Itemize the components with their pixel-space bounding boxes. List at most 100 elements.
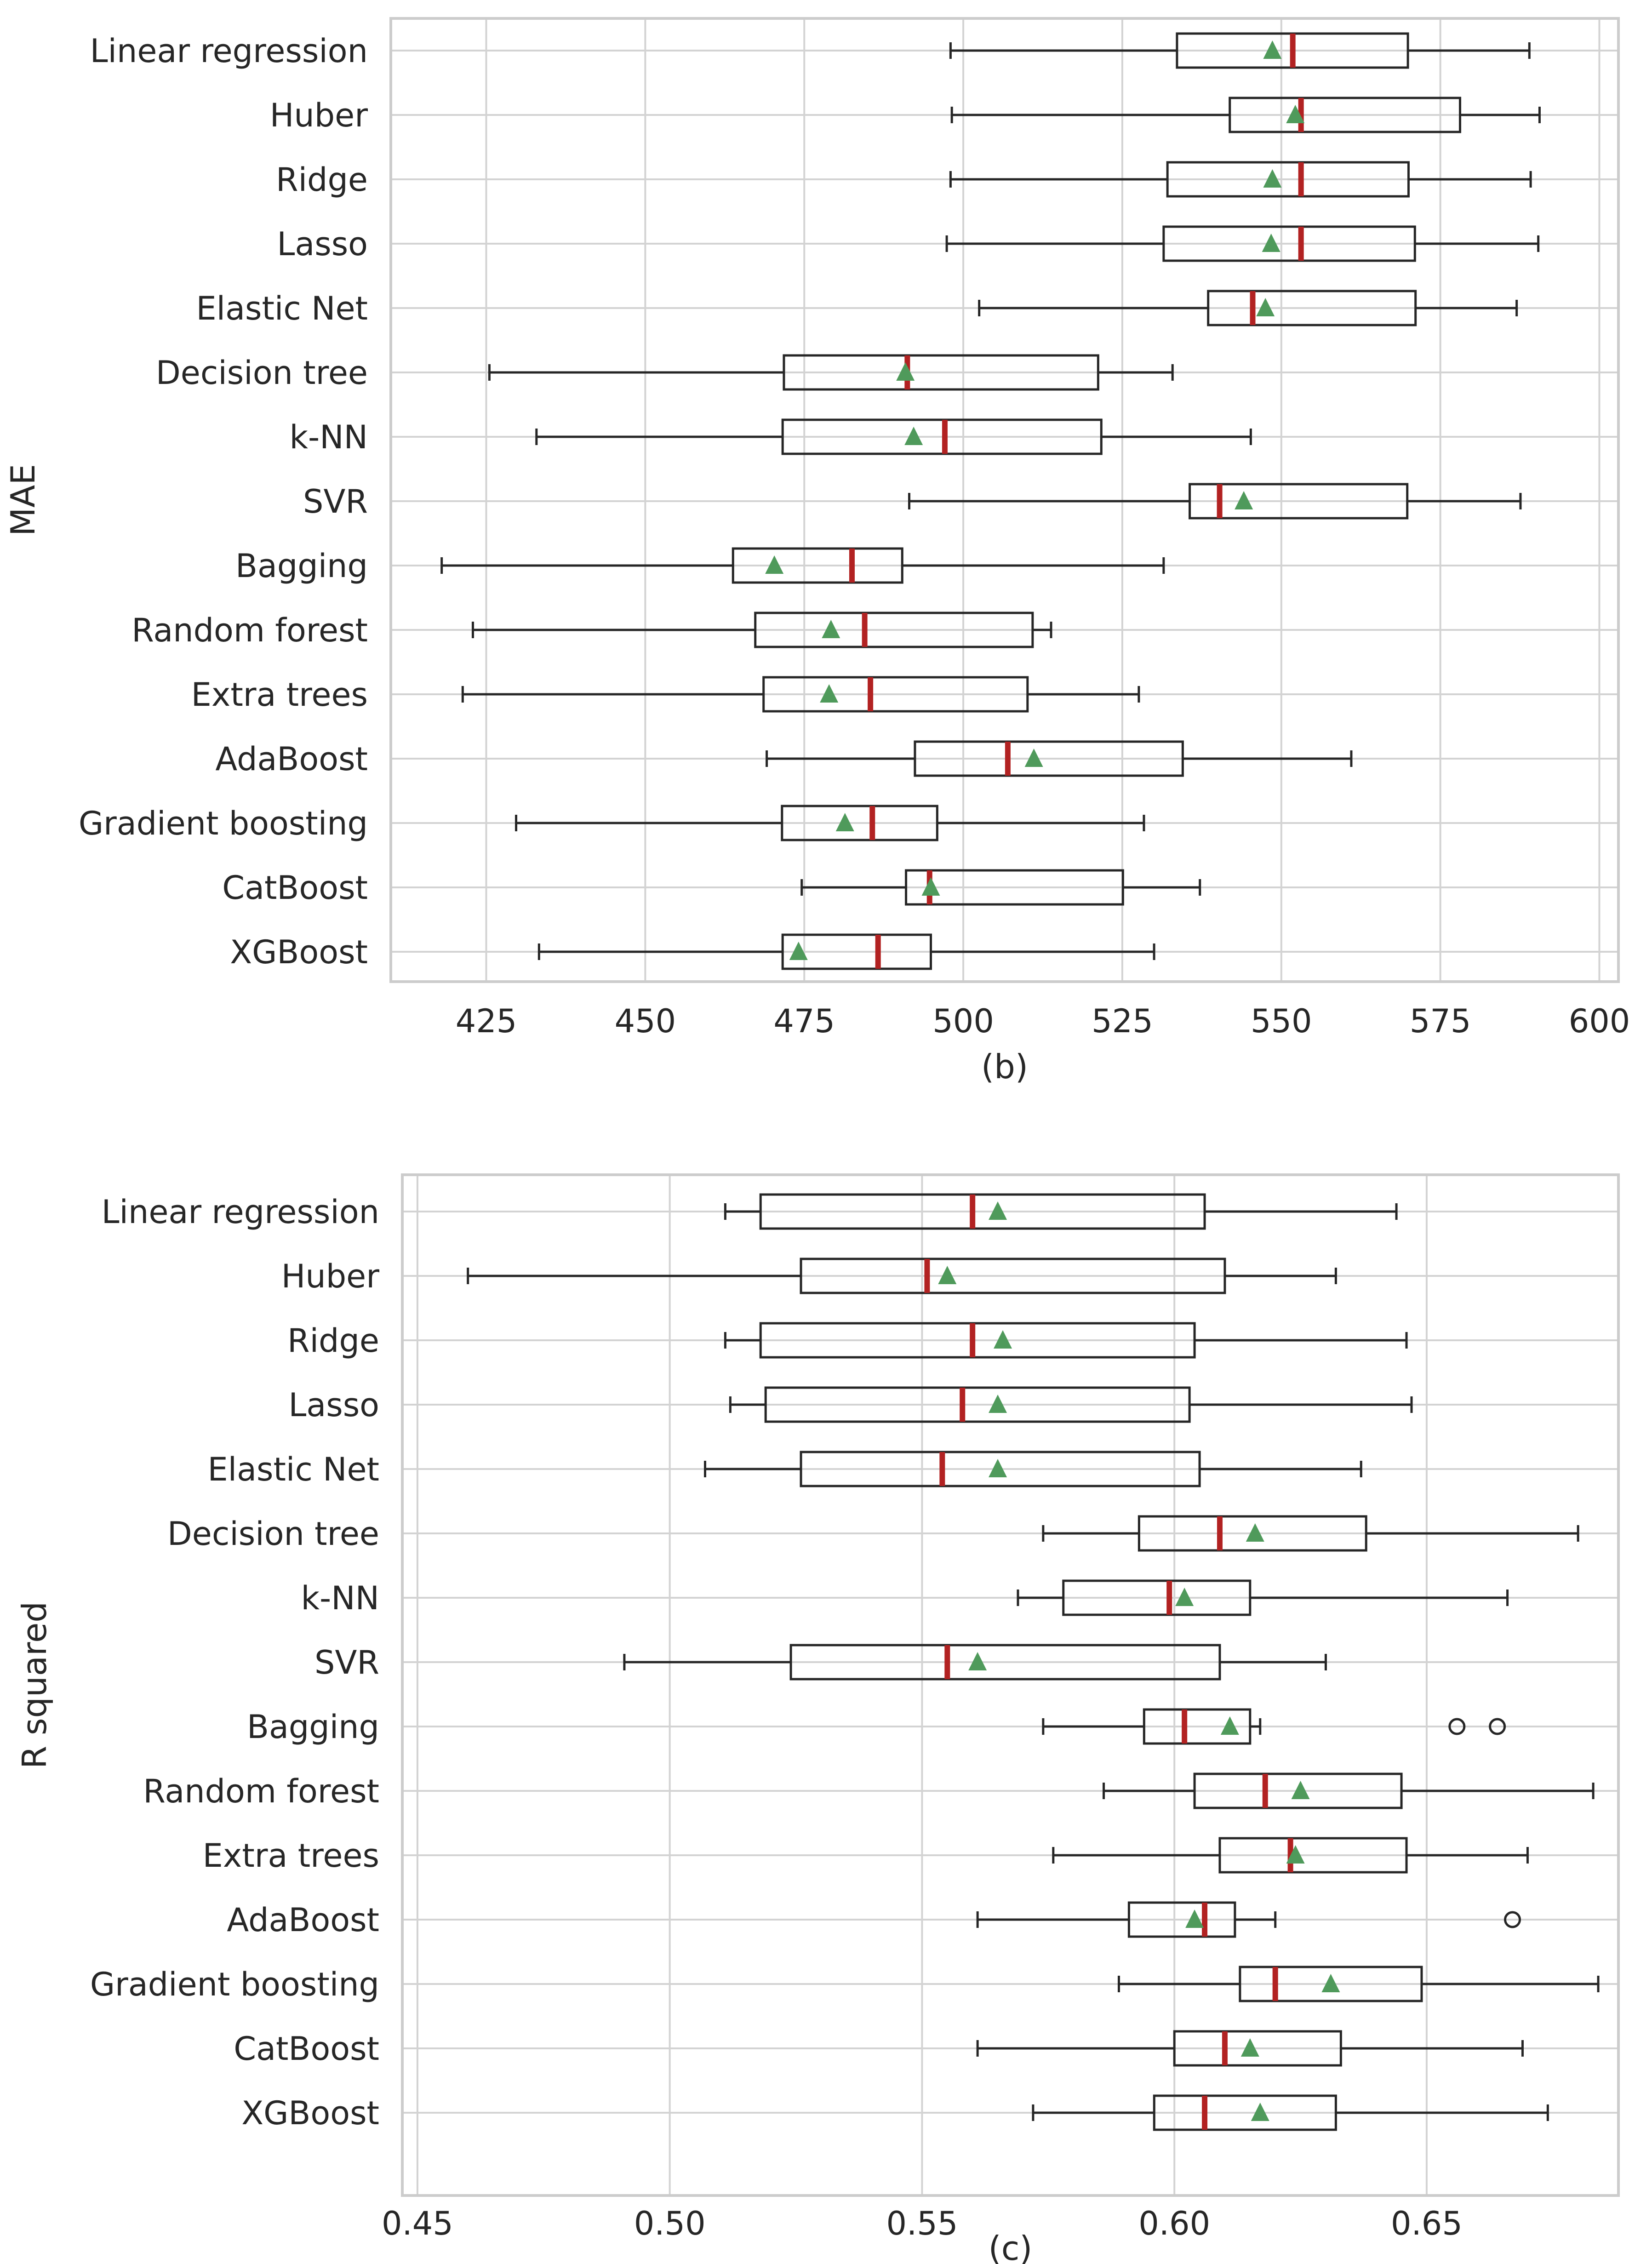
r-squared-category-label: CatBoost	[234, 2030, 379, 2068]
mean-marker	[1251, 2103, 1269, 2121]
mean-marker	[1262, 234, 1280, 252]
mean-marker	[994, 1330, 1012, 1349]
iqr-box	[800, 1258, 1226, 1294]
mae-boxes	[440, 32, 1541, 970]
mae-category-label: Bagging	[235, 547, 368, 585]
r-squared-category-label: AdaBoost	[227, 1901, 379, 1939]
r-squared-outlier-adaboost	[1504, 1911, 1521, 1928]
mean-marker	[968, 1652, 987, 1670]
mean-marker	[1263, 40, 1282, 59]
r-squared-box-svr	[623, 1644, 1327, 1681]
r-squared-panel-caption: (c)	[989, 2229, 1033, 2264]
mean-marker	[1291, 1781, 1310, 1799]
mae-plot-frame	[389, 17, 1620, 983]
r-squared-box-extra-trees	[1052, 1837, 1529, 1874]
mae-box-elastic-net	[978, 290, 1518, 326]
iqr-box	[1138, 1515, 1367, 1552]
mae-category-label: CatBoost	[222, 869, 368, 907]
r-squared-x-tick-label: 0.65	[1391, 2205, 1463, 2242]
mae-x-tick-label: 550	[1251, 1002, 1312, 1040]
mae-x-tick-label: 500	[932, 1002, 994, 1040]
r-squared-box-gradient-boosting	[1117, 1966, 1600, 2002]
r-squared-category-label: k-NN	[301, 1579, 379, 1617]
mae-panel-caption: (b)	[981, 1047, 1028, 1086]
r-squared-box-k-nn	[1017, 1579, 1509, 1616]
mean-marker	[1175, 1588, 1194, 1606]
mae-category-label: Random forest	[131, 612, 368, 649]
r-squared-category-label: Gradient boosting	[90, 1966, 379, 2003]
r-squared-box-bagging	[1042, 1708, 1262, 1745]
mae-box-catboost	[800, 869, 1201, 906]
mean-marker	[1240, 2038, 1259, 2057]
mae-box-ridge	[949, 161, 1532, 198]
mae-category-label: k-NN	[289, 418, 368, 456]
mae-y-axis-label: MAE	[4, 464, 42, 536]
r-squared-category-label: Extra trees	[203, 1837, 379, 1875]
mae-category-label: Huber	[270, 97, 368, 134]
iqr-box	[1162, 225, 1416, 262]
mae-box-random-forest	[471, 612, 1052, 648]
mae-y-tick-labels: Linear regression Huber Ridge Lasso Elastic …	[79, 32, 368, 971]
iqr-box	[1193, 1772, 1403, 1809]
mean-marker	[1185, 1910, 1204, 1928]
mean-marker	[1256, 298, 1275, 316]
iqr-box	[783, 354, 1099, 391]
mean-marker	[1220, 1716, 1239, 1735]
mean-marker	[904, 427, 923, 445]
iqr-box	[1127, 1901, 1236, 1938]
mae-box-decision-tree	[488, 354, 1174, 391]
r-squared-category-label: Linear regression	[102, 1193, 379, 1231]
iqr-box	[754, 612, 1034, 648]
r-squared-category-label: SVR	[314, 1644, 379, 1681]
iqr-box	[1218, 1837, 1408, 1874]
r-squared-box-catboost	[976, 2030, 1524, 2067]
mean-marker	[989, 1201, 1007, 1220]
mean-marker	[1286, 1845, 1305, 1864]
iqr-box	[781, 805, 938, 841]
mae-category-label: Ridge	[276, 161, 368, 199]
iqr-box	[764, 1386, 1191, 1423]
r-squared-x-tick-labels: 0.45 0.50 0.55 0.60 0.65	[382, 2205, 1463, 2242]
mean-marker	[820, 684, 839, 703]
r-squared-x-tick-label: 0.55	[886, 2205, 958, 2242]
r-squared-box-lasso	[729, 1386, 1413, 1423]
r-squared-outlier-bagging	[1448, 1718, 1466, 1735]
mae-category-label: SVR	[303, 483, 368, 520]
mae-x-tick-label: 525	[1092, 1002, 1153, 1040]
r-squared-box-huber	[467, 1258, 1337, 1294]
mean-marker	[989, 1395, 1007, 1413]
iqr-box	[1166, 161, 1410, 198]
iqr-box	[914, 740, 1184, 777]
mean-marker	[1235, 491, 1253, 509]
r-squared-x-tick-label: 0.60	[1138, 2205, 1210, 2242]
r-squared-panel: Linear regression Huber Ridge Lasso Elastic …	[15, 1173, 1620, 2264]
mae-category-label: Linear regression	[90, 32, 368, 70]
mean-marker	[789, 942, 808, 960]
mae-panel: Linear regression Huber Ridge Lasso Elastic …	[4, 17, 1630, 1086]
r-squared-category-label: Bagging	[247, 1708, 379, 1746]
mae-x-tick-label: 575	[1410, 1002, 1471, 1040]
r-squared-category-label: Ridge	[287, 1322, 379, 1360]
mae-x-tick-label: 425	[456, 1002, 517, 1040]
iqr-box	[800, 1451, 1201, 1487]
r-squared-boxes	[467, 1193, 1600, 2131]
mae-x-tick-label: 600	[1569, 1002, 1630, 1040]
mae-category-label: XGBoost	[230, 933, 368, 971]
r-squared-box-random-forest	[1103, 1772, 1595, 1809]
mean-marker	[938, 1266, 957, 1284]
r-squared-box-linear-regression	[724, 1193, 1398, 1230]
r-squared-box-xgboost	[1032, 2094, 1549, 2131]
mean-marker	[1286, 105, 1305, 123]
mean-marker	[822, 620, 840, 638]
iqr-box	[762, 676, 1029, 713]
mae-category-label: Lasso	[277, 225, 368, 263]
mae-box-svr	[908, 483, 1522, 520]
mean-marker	[1263, 169, 1282, 188]
iqr-box	[1143, 1708, 1252, 1745]
mae-box-k-nn	[535, 418, 1252, 455]
iqr-box	[1173, 2030, 1342, 2067]
iqr-box	[781, 933, 932, 970]
iqr-box	[759, 1322, 1196, 1359]
